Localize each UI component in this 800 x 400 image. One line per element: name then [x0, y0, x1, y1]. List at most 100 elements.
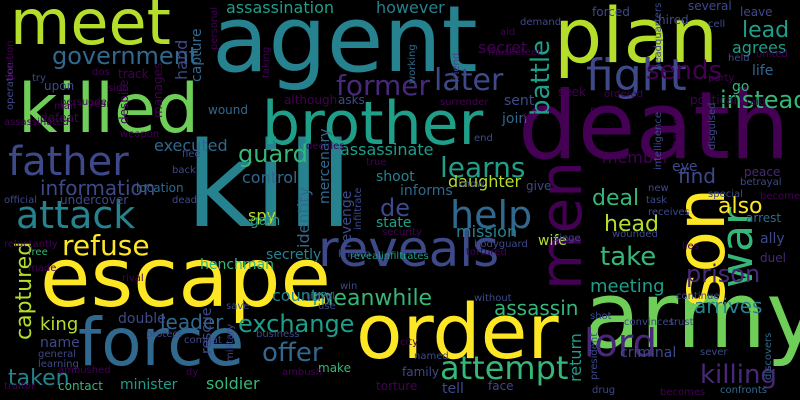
word: forced — [592, 5, 630, 19]
word: kill — [186, 116, 353, 254]
word: minister — [120, 377, 178, 393]
word: taken — [8, 366, 70, 391]
word: trust — [670, 317, 694, 328]
word: assassination — [226, 0, 334, 17]
word: however — [376, 0, 445, 17]
word: member — [602, 148, 670, 167]
word: ambush — [282, 367, 323, 378]
word: contact — [58, 379, 103, 393]
word: demand — [520, 17, 562, 28]
word: tell — [442, 381, 464, 397]
word: assassinate — [340, 140, 434, 159]
word: siege — [554, 233, 581, 244]
word: track — [118, 67, 149, 81]
word: president — [589, 332, 600, 380]
word: set — [522, 111, 538, 122]
word: agrees — [732, 38, 787, 57]
word: rival — [122, 273, 144, 284]
word: offer — [262, 338, 323, 368]
word: official — [4, 195, 37, 206]
word: know — [458, 179, 485, 190]
word: revealinfiltrates — [350, 251, 429, 262]
word: executed — [154, 136, 228, 155]
word: ambushed — [58, 365, 111, 376]
word: manages — [151, 62, 165, 118]
word: cell — [708, 19, 726, 30]
word: state — [376, 215, 412, 231]
word: weapon — [120, 129, 160, 140]
word: lead — [742, 18, 790, 43]
word: tortured — [466, 247, 507, 258]
word: become — [760, 191, 800, 202]
word: government — [52, 42, 199, 70]
word: reluctantly — [4, 239, 58, 250]
word: help — [450, 193, 533, 237]
word: de — [380, 194, 410, 222]
word: end — [474, 133, 493, 144]
word: join — [502, 111, 528, 127]
word: several — [688, 0, 732, 13]
word: arrest — [746, 211, 782, 225]
word: henchman — [200, 257, 275, 273]
word: also — [718, 194, 763, 219]
word: mercenary — [317, 128, 333, 204]
word: charge — [671, 117, 682, 152]
word: learns — [440, 151, 526, 184]
word: made — [28, 263, 57, 274]
word: city — [400, 337, 419, 348]
word: try — [32, 73, 46, 84]
word: save — [226, 301, 250, 312]
word: plan — [554, 0, 719, 80]
word: dy — [186, 367, 199, 378]
word: lord — [584, 321, 657, 365]
word: wounded — [612, 229, 658, 240]
word: ordered — [604, 89, 643, 100]
word: torture — [376, 379, 418, 393]
word: confronts — [720, 385, 767, 396]
word: peace — [744, 165, 781, 179]
word: attempt — [440, 349, 569, 387]
word: hired — [658, 13, 689, 27]
word: prime — [590, 105, 620, 116]
word: political — [690, 93, 737, 107]
word: aid — [500, 27, 516, 38]
word: dead — [172, 195, 197, 206]
word: go — [732, 79, 750, 95]
word: despite — [117, 79, 131, 124]
word: disguised — [707, 102, 718, 150]
word: combat — [184, 335, 222, 346]
word: agent — [212, 0, 478, 93]
word: although — [284, 93, 338, 107]
word: duel — [760, 251, 786, 265]
word: known — [338, 249, 371, 260]
word: meet — [10, 0, 171, 59]
word: rescue — [199, 307, 215, 354]
word: travel — [306, 291, 336, 302]
word: find — [678, 164, 716, 188]
word: sent — [504, 93, 535, 109]
word: king — [40, 314, 79, 335]
word: criminal — [620, 345, 677, 361]
word: meeting — [590, 276, 665, 297]
word: death — [518, 72, 790, 181]
word: infiltrate — [353, 187, 364, 230]
word: named — [414, 351, 449, 362]
word: father — [8, 139, 129, 185]
word: protect — [146, 329, 182, 340]
word: sends — [646, 56, 723, 86]
word: dos — [92, 67, 110, 78]
word: guard — [238, 140, 308, 168]
word: daughter — [448, 172, 522, 191]
word: army — [584, 262, 800, 369]
word: former — [336, 69, 431, 102]
word: escape — [40, 231, 332, 326]
word: wound — [208, 103, 248, 117]
word: killed — [18, 70, 200, 149]
word: side — [108, 83, 129, 94]
word: flee — [182, 149, 201, 160]
word: becomes — [660, 387, 706, 398]
word: general — [38, 349, 77, 360]
word: force — [78, 304, 245, 381]
word: country — [272, 286, 334, 305]
